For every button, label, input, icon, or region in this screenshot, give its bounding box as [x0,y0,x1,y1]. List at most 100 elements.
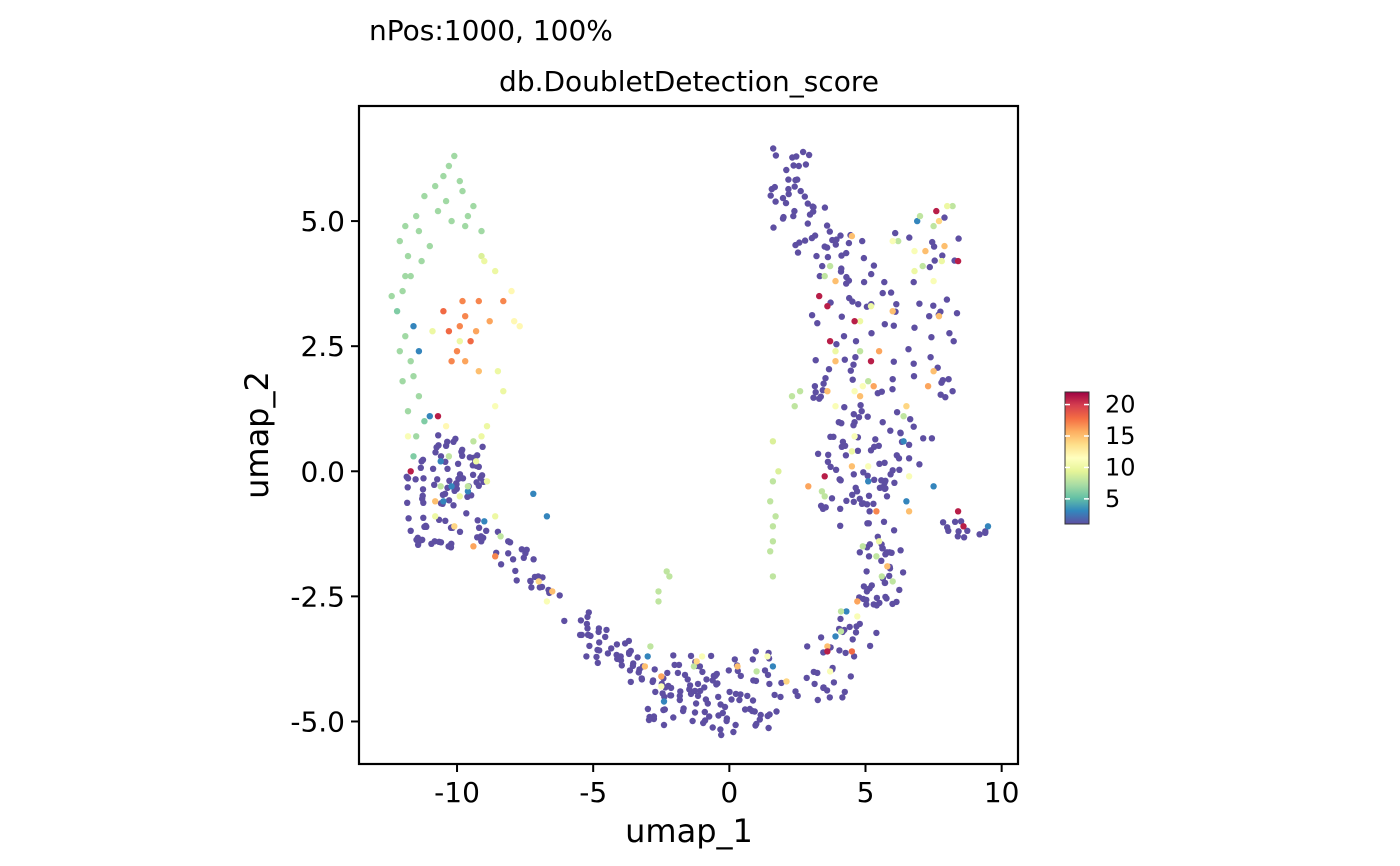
data-point [843,497,850,504]
data-point [817,634,825,641]
data-point [539,574,546,581]
data-point [820,684,827,692]
data-point [837,628,845,635]
data-point [749,707,756,715]
data-point [462,222,469,230]
data-point [772,198,779,205]
data-point [437,458,444,465]
data-point [420,475,427,482]
data-point [448,358,455,365]
data-point [860,500,867,507]
data-point [693,658,700,665]
data-point [843,249,850,257]
data-point [636,666,643,673]
data-point [585,631,592,639]
data-point [790,162,797,169]
data-point [838,313,845,320]
data-point [859,383,866,390]
data-point [821,493,828,500]
data-point [421,192,428,200]
data-point [530,490,537,497]
data-point [388,292,395,300]
data-point [421,523,428,530]
data-point [769,573,777,580]
data-point [486,318,493,325]
data-point [896,586,903,594]
data-point [868,270,875,278]
data-point [926,263,933,271]
data-point [464,493,471,500]
data-point [821,204,829,211]
data-point [783,678,790,685]
data-point [577,617,585,624]
data-point [625,650,633,658]
data-point [626,667,634,674]
data-point [916,461,923,468]
data-point [880,518,888,525]
data-point [418,458,425,465]
data-point [832,633,839,640]
data-point [848,448,856,455]
data-point [749,697,757,704]
data-point [407,527,414,534]
colorbar-legend: 5 10 15 20 [1064,391,1136,525]
x-tick-label: -10 [434,776,480,809]
data-point [644,653,651,660]
data-point [950,338,957,345]
data-point [594,659,601,667]
data-point [930,368,937,375]
data-point [478,227,485,235]
data-point [941,242,948,250]
data-point [867,303,875,310]
data-point [772,513,779,520]
data-point [826,694,833,701]
data-point [440,498,447,505]
data-point [938,379,945,386]
data-point [832,277,839,285]
data-point [459,297,466,305]
data-point [442,423,450,430]
data-point [824,303,831,310]
data-point [481,518,488,525]
data-point [403,473,410,480]
data-point [528,584,535,591]
data-point [429,465,437,472]
data-point [483,478,491,485]
data-point [421,418,428,425]
data-point [846,623,853,631]
data-point [910,278,917,286]
data-point [873,594,881,602]
data-point [448,483,455,490]
data-point [505,538,512,545]
data-point [492,267,499,275]
data-point [667,692,674,699]
data-point [804,220,811,227]
data-point [634,654,641,661]
data-point [785,190,792,198]
data-point [842,452,850,459]
data-point [459,187,466,195]
data-point [459,475,467,482]
data-point [717,701,724,708]
data-point [890,358,897,365]
data-point [794,692,801,700]
data-point [434,413,442,420]
data-point [865,478,872,485]
data-point [954,257,962,265]
data-point [929,238,936,246]
data-point [838,252,845,259]
data-point [808,312,816,319]
data-point [410,323,417,330]
data-point [718,731,725,739]
data-point [494,368,502,375]
data-point [410,453,417,460]
data-point [856,348,864,355]
data-point [412,476,419,483]
data-point [472,458,480,465]
data-point [694,692,702,700]
data-point [805,151,813,159]
data-point [837,608,845,615]
data-point [694,680,702,688]
data-point [660,721,668,729]
data-point [852,354,859,361]
